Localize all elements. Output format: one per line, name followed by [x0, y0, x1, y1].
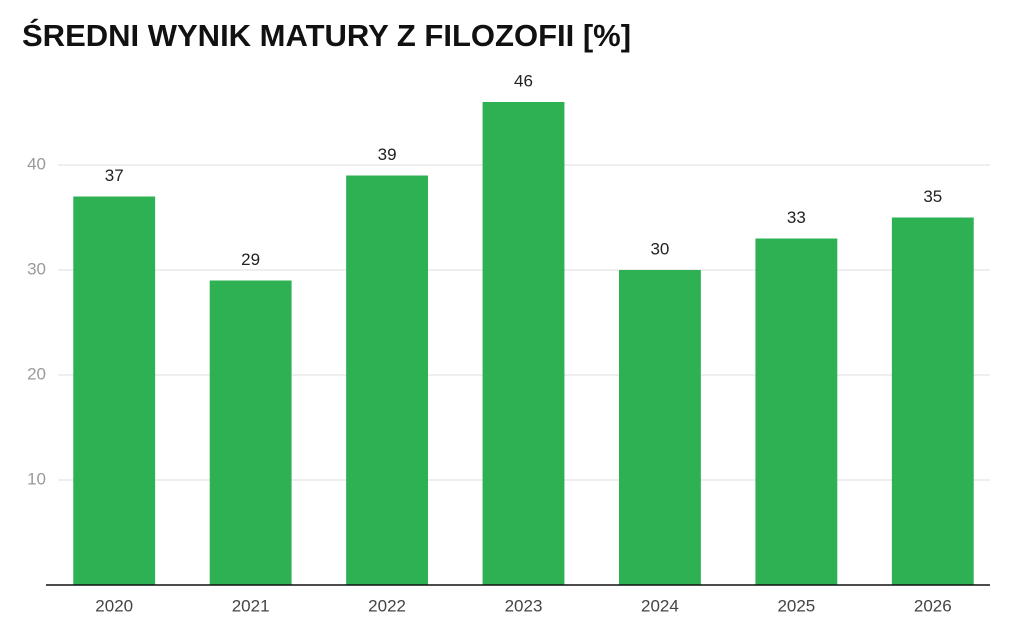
bar	[209, 280, 292, 585]
x-tick-label: 2024	[641, 596, 679, 615]
y-tick-label: 20	[27, 364, 46, 383]
data-label: 29	[241, 250, 260, 269]
data-label: 46	[514, 71, 533, 90]
data-label: 37	[105, 166, 124, 185]
x-tick-label: 2025	[777, 596, 815, 615]
y-tick-label: 10	[27, 469, 46, 488]
bar	[73, 196, 156, 585]
bar	[346, 175, 428, 585]
x-tick-label: 2021	[232, 596, 270, 615]
chart-title: ŚREDNI WYNIK MATURY Z FILOZOFII [%]	[22, 17, 631, 53]
x-tick-label: 2026	[914, 596, 952, 615]
x-tick-label: 2023	[505, 596, 543, 615]
bar	[482, 102, 565, 585]
data-label: 30	[650, 239, 669, 258]
bar	[619, 270, 701, 585]
y-tick-label: 30	[27, 259, 46, 278]
x-tick-label: 2020	[95, 596, 133, 615]
data-label: 33	[787, 208, 806, 227]
data-label: 39	[378, 145, 397, 164]
x-tick-label: 2022	[368, 596, 406, 615]
data-label: 35	[923, 187, 942, 206]
bar	[891, 217, 974, 585]
bar	[755, 238, 838, 585]
y-tick-label: 40	[27, 154, 46, 173]
